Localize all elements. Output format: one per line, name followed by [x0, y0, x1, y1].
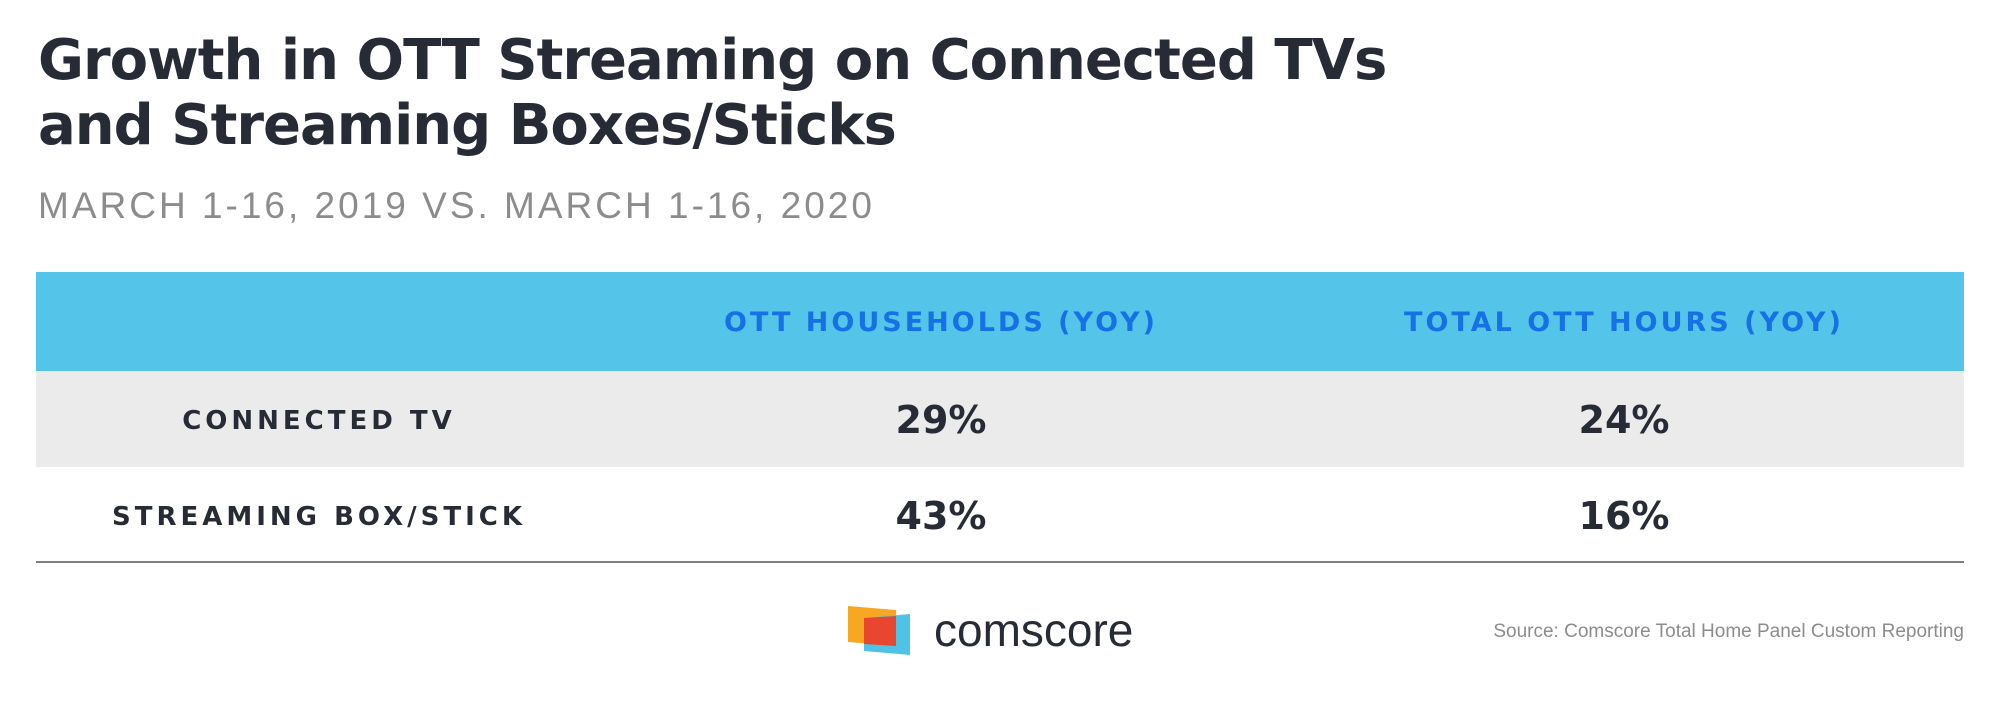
subtitle: MARCH 1-16, 2019 VS. MARCH 1-16, 2020 — [38, 185, 875, 226]
cell-value: 24% — [1579, 398, 1670, 442]
logo-mark — [848, 606, 910, 655]
column-header: TOTAL OTT HOURS (YOY) — [1404, 307, 1844, 338]
title-line: and Streaming Boxes/Sticks — [38, 93, 896, 158]
row-label: CONNECTED TV — [182, 406, 456, 436]
column-header: OTT HOUSEHOLDS (YOY) — [724, 307, 1158, 338]
title-line: Growth in OTT Streaming on Connected TVs — [38, 28, 1386, 93]
cell-value: 29% — [896, 398, 987, 442]
table-header-band — [36, 272, 1964, 371]
cell-value: 43% — [896, 494, 987, 538]
logo-text: comscore — [934, 604, 1133, 656]
table-row-band — [36, 371, 1964, 467]
cell-value: 16% — [1579, 494, 1670, 538]
source-note: Source: Comscore Total Home Panel Custom… — [1493, 621, 1964, 642]
row-label: STREAMING BOX/STICK — [112, 502, 526, 532]
